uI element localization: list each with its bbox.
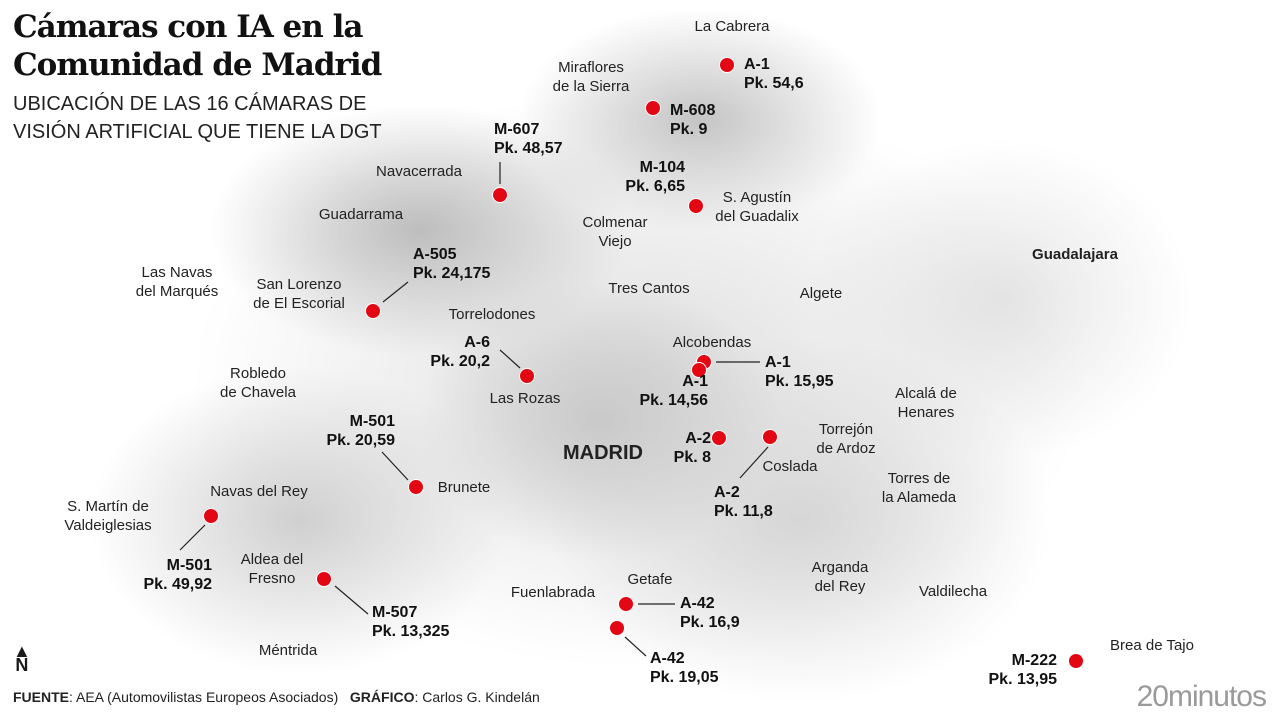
camera-label: A-42 Pk. 16,9 bbox=[680, 595, 740, 631]
town-label: Brea de Tajo bbox=[1110, 637, 1194, 654]
camera-label: A-42 Pk. 19,05 bbox=[650, 650, 719, 686]
town-label: Méntrida bbox=[258, 642, 318, 659]
camera-marker[interactable] bbox=[688, 198, 704, 214]
town-label: Aldea del Fresno bbox=[240, 551, 304, 587]
camera-marker[interactable] bbox=[609, 620, 625, 636]
camera-marker[interactable] bbox=[1068, 653, 1084, 669]
town-label: Las Rozas bbox=[489, 390, 561, 407]
camera-label: M-501 Pk. 20,59 bbox=[326, 413, 396, 449]
camera-marker[interactable] bbox=[408, 479, 424, 495]
camera-marker[interactable] bbox=[719, 57, 735, 73]
leader-line bbox=[334, 585, 369, 615]
brand-logo: 20minutos bbox=[1136, 680, 1267, 713]
town-label: Valdilecha bbox=[918, 583, 988, 600]
camera-label: M-608 Pk. 9 bbox=[670, 102, 716, 138]
town-label: Alcobendas bbox=[672, 334, 752, 351]
town-label: Navas del Rey bbox=[210, 483, 308, 500]
town-label: San Lorenzo de El Escorial bbox=[253, 276, 345, 312]
leader-line bbox=[739, 446, 769, 479]
camera-marker[interactable] bbox=[316, 571, 332, 587]
town-label: Guadalajara bbox=[1032, 246, 1118, 263]
camera-marker[interactable] bbox=[519, 368, 535, 384]
town-label: Guadarrama bbox=[318, 206, 404, 223]
town-label: Brunete bbox=[437, 479, 491, 496]
leader-line bbox=[381, 451, 409, 481]
camera-label: A-1 Pk. 54,6 bbox=[744, 56, 804, 92]
footer-credits: FUENTE: AEA (Automovilistas Europeos Aso… bbox=[13, 689, 540, 705]
camera-label: M-222 Pk. 13,95 bbox=[988, 652, 1058, 688]
town-label: Torres de la Alameda bbox=[881, 470, 957, 506]
town-label: Torrejón de Ardoz bbox=[816, 421, 876, 457]
leader-line bbox=[179, 524, 206, 551]
camera-label: M-607 Pk. 48,57 bbox=[494, 121, 563, 157]
town-label: Fuenlabrada bbox=[510, 584, 596, 601]
town-label: Las Navas del Marqués bbox=[135, 264, 219, 300]
leader-line bbox=[499, 349, 521, 369]
town-label: Alcalá de Henares bbox=[895, 385, 957, 421]
camera-label: M-501 Pk. 49,92 bbox=[143, 557, 213, 593]
town-label: Robledo de Chavela bbox=[220, 365, 296, 401]
town-label: Torrelodones bbox=[448, 306, 536, 323]
camera-marker[interactable] bbox=[492, 187, 508, 203]
town-label: Navacerrada bbox=[376, 163, 462, 180]
town-label: Colmenar Viejo bbox=[582, 214, 648, 250]
town-label: Tres Cantos bbox=[608, 280, 690, 297]
camera-label: A-2 Pk. 8 bbox=[673, 430, 711, 466]
camera-label: A-505 Pk. 24,175 bbox=[413, 246, 491, 282]
camera-marker[interactable] bbox=[645, 100, 661, 116]
north-arrow-icon: ▲ N bbox=[13, 641, 31, 675]
camera-label: A-1 Pk. 14,56 bbox=[639, 373, 709, 409]
camera-marker[interactable] bbox=[762, 429, 778, 445]
camera-marker[interactable] bbox=[618, 596, 634, 612]
camera-label: A-2 Pk. 11,8 bbox=[714, 484, 773, 520]
camera-label: A-6 Pk. 20,2 bbox=[430, 334, 490, 370]
map-title: Cámaras con IA en la Comunidad de Madrid bbox=[13, 9, 382, 83]
town-label: La Cabrera bbox=[694, 18, 770, 35]
town-label: Algete bbox=[799, 285, 843, 302]
camera-marker[interactable] bbox=[711, 430, 727, 446]
town-label: MADRID bbox=[563, 442, 643, 464]
town-label: Getafe bbox=[627, 571, 673, 588]
camera-label: M-507 Pk. 13,325 bbox=[372, 604, 450, 640]
leader-line bbox=[624, 636, 647, 657]
town-label: Miraflores de la Sierra bbox=[552, 59, 630, 95]
camera-label: A-1 Pk. 15,95 bbox=[765, 354, 834, 390]
camera-marker[interactable] bbox=[365, 303, 381, 319]
camera-marker[interactable] bbox=[203, 508, 219, 524]
camera-marker[interactable] bbox=[691, 362, 707, 378]
map-subtitle: UBICACIÓN DE LAS 16 CÁMARAS DE VISIÓN ART… bbox=[13, 93, 382, 143]
town-label: Arganda del Rey bbox=[811, 559, 869, 595]
town-label: S. Martín de Valdeiglesias bbox=[64, 498, 152, 534]
leader-line bbox=[382, 281, 409, 303]
camera-label: M-104 Pk. 6,65 bbox=[625, 159, 685, 195]
town-label: S. Agustín del Guadalix bbox=[715, 189, 799, 225]
town-label: Coslada bbox=[762, 458, 818, 475]
